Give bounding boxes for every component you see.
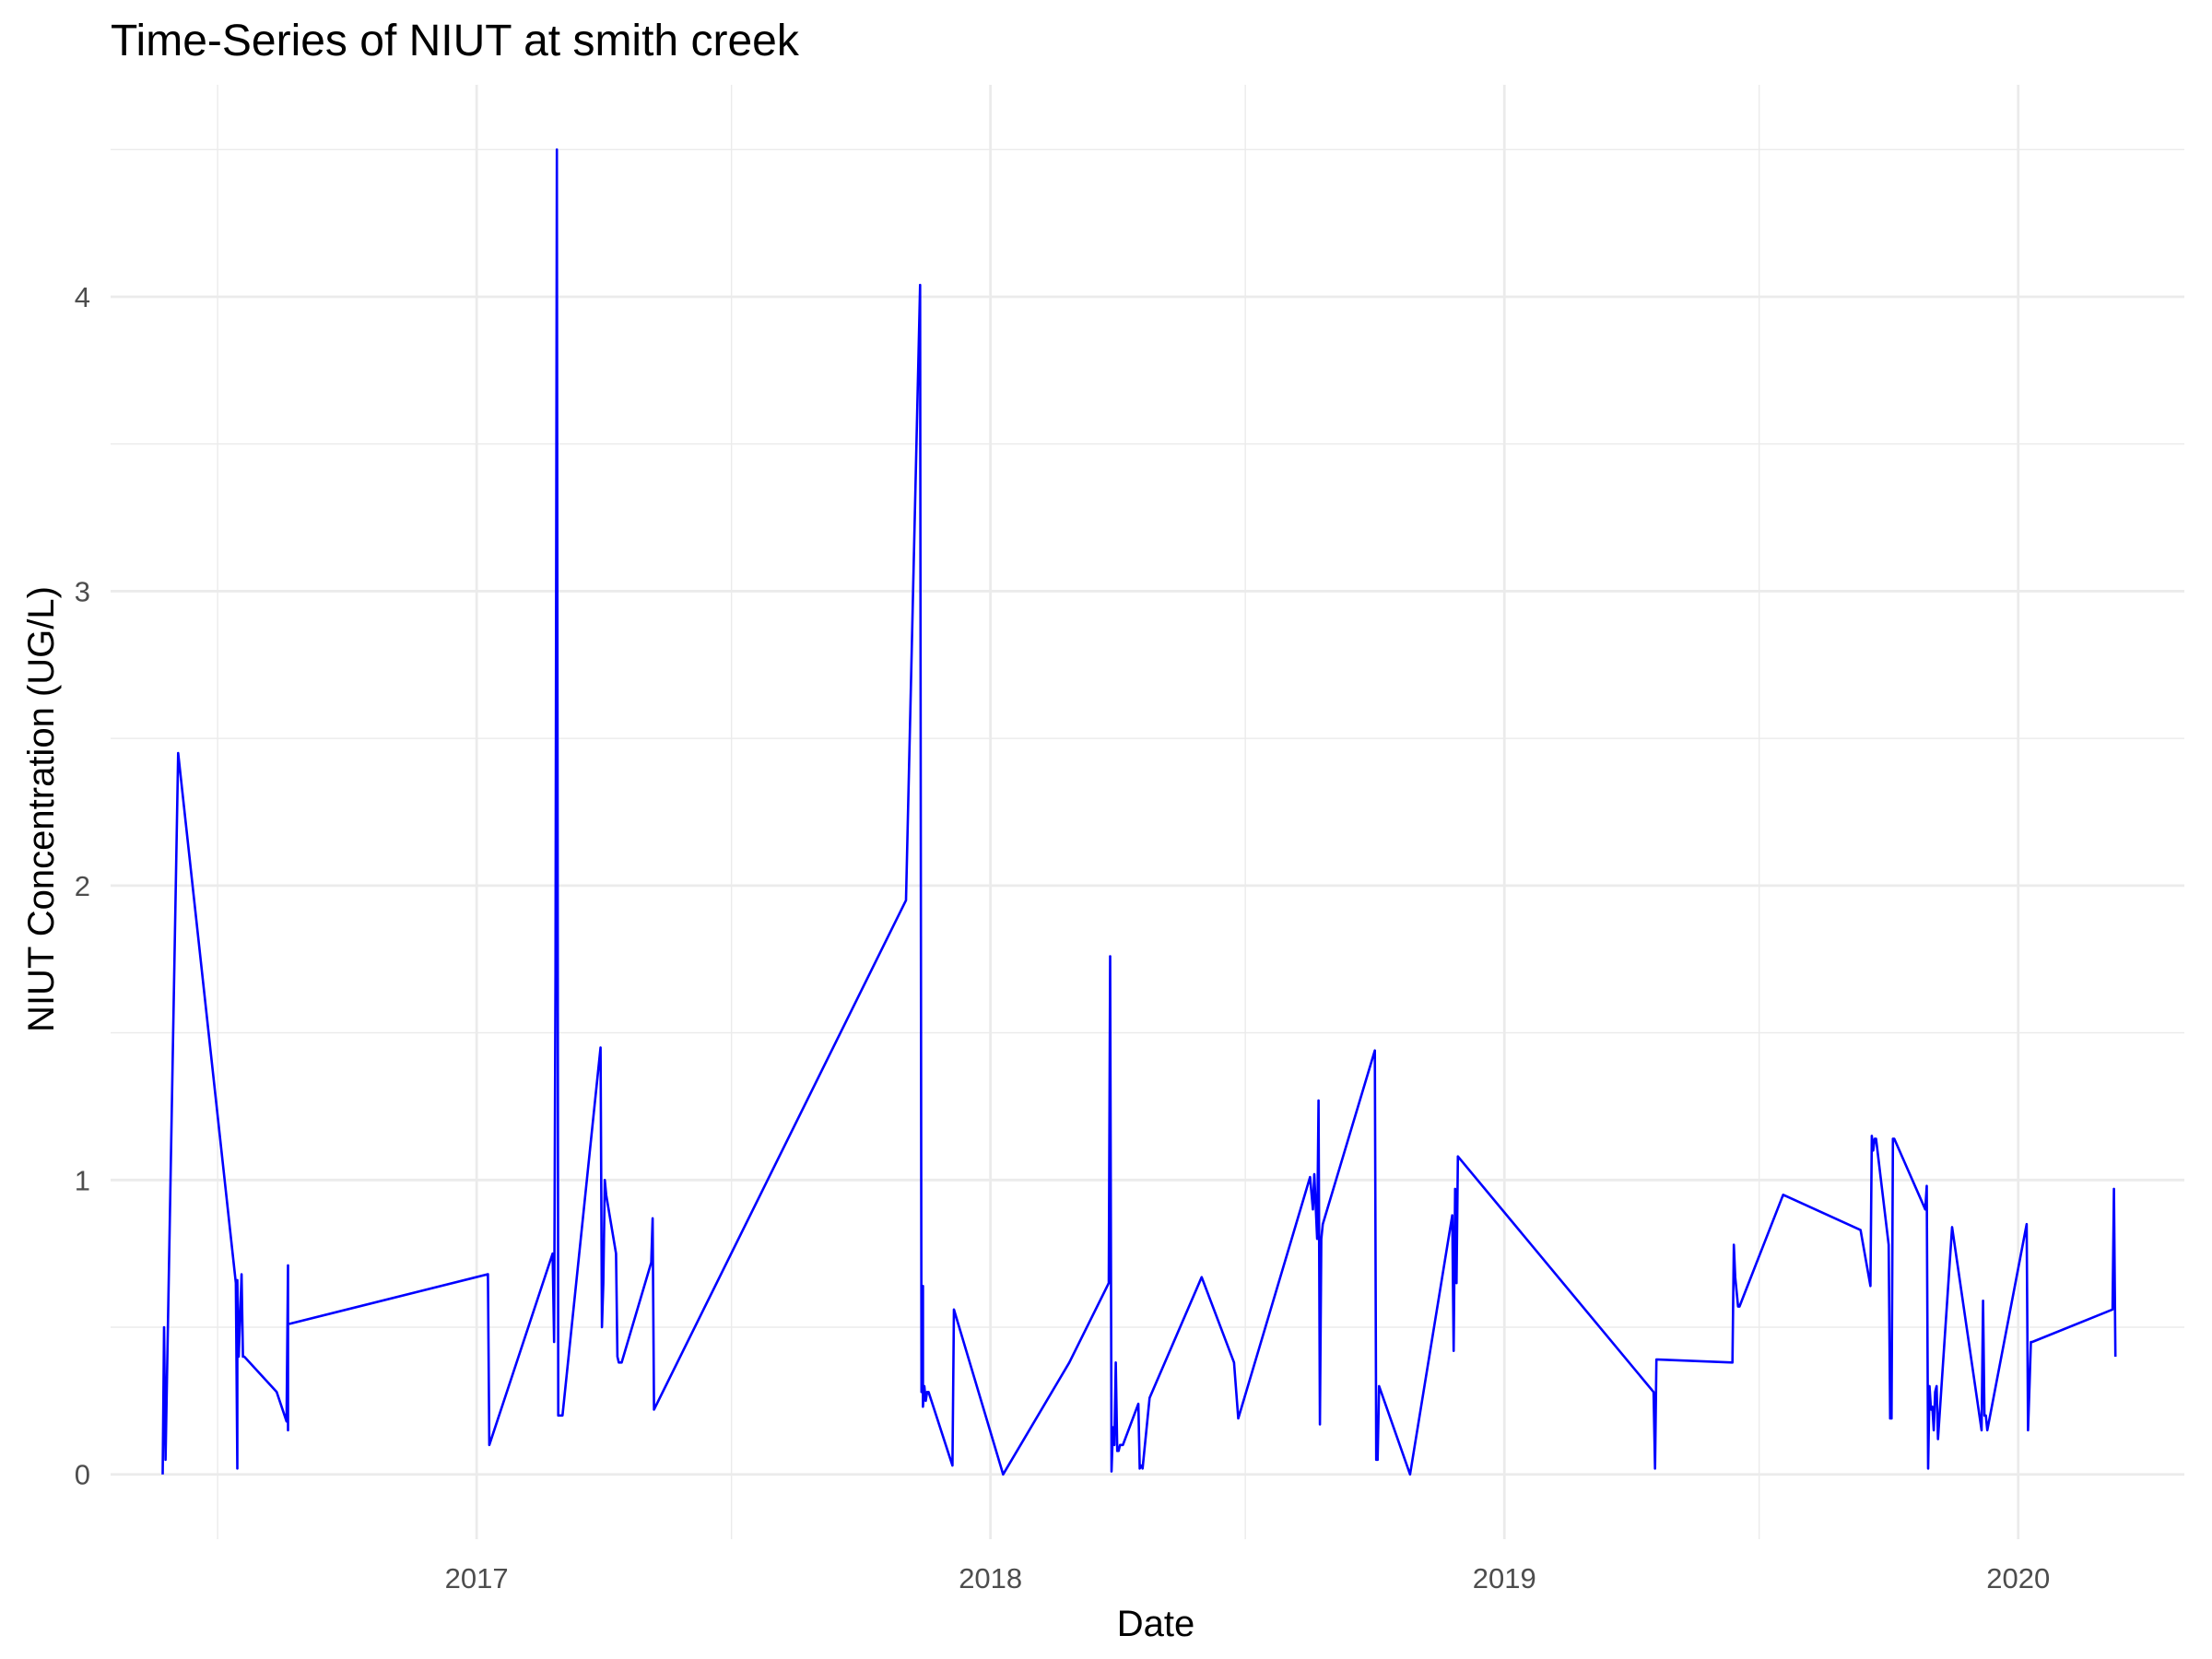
y-axis-tick-labels: 0 1 2 3 4 bbox=[75, 281, 90, 1491]
x-axis-label: Date bbox=[1117, 1604, 1195, 1644]
minor-gridlines bbox=[111, 85, 2184, 1539]
series-layer bbox=[161, 148, 2117, 1476]
series-line bbox=[161, 148, 2117, 1476]
x-tick-label: 2017 bbox=[445, 1562, 509, 1594]
major-gridlines bbox=[111, 85, 2184, 1539]
chart-title: Time-Series of NIUT at smith creek bbox=[111, 17, 800, 65]
y-tick-label: 2 bbox=[75, 870, 90, 902]
y-tick-label: 0 bbox=[75, 1459, 90, 1491]
y-tick-label: 4 bbox=[75, 281, 90, 313]
y-tick-label: 1 bbox=[75, 1164, 90, 1196]
x-tick-label: 2018 bbox=[959, 1562, 1022, 1594]
x-axis-tick-labels: 2017 2018 2019 2020 bbox=[445, 1562, 2051, 1594]
x-tick-label: 2019 bbox=[1473, 1562, 1536, 1594]
x-tick-label: 2020 bbox=[1986, 1562, 2050, 1594]
y-tick-label: 3 bbox=[75, 575, 90, 607]
y-axis-label: NIUT Concentration (UG/L) bbox=[21, 586, 62, 1032]
